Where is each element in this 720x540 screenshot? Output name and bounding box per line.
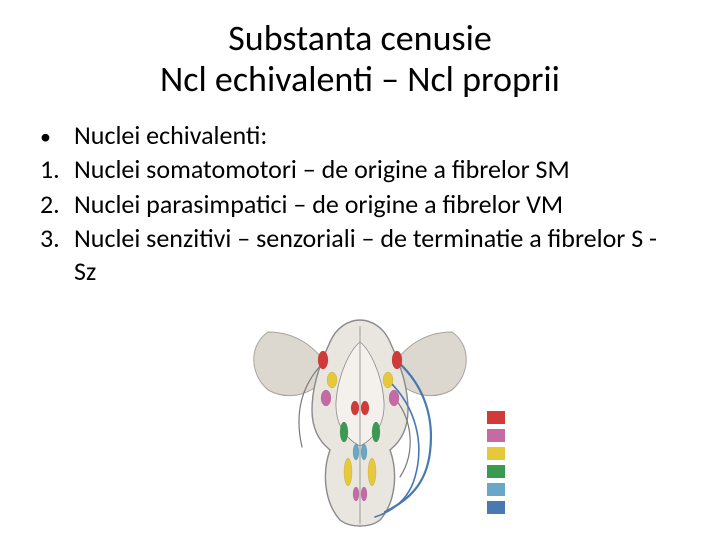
bullet-heading-text: Nuclei echivalenti: <box>74 119 680 152</box>
list-item-text: Nuclei senzitivi – senzoriali – de termi… <box>74 222 680 287</box>
brainstem-figure <box>215 302 505 532</box>
list-item-text: Nuclei parasimpatici – de origine a fibr… <box>74 188 680 221</box>
list-item-number: 3. <box>40 222 74 287</box>
slide-title: Substanta cenusie Ncl echivalenti – Ncl … <box>40 18 680 101</box>
legend-swatch <box>487 447 505 460</box>
legend-swatch <box>487 465 505 478</box>
legend-swatch <box>487 411 505 424</box>
numbered-list: 1.Nuclei somatomotori – de origine a fib… <box>40 153 680 287</box>
list-item: 2.Nuclei parasimpatici – de origine a fi… <box>40 188 680 221</box>
bullet-heading-row: Nuclei echivalenti: <box>40 119 680 152</box>
list-item: 3.Nuclei senzitivi – senzoriali – de ter… <box>40 222 680 287</box>
legend-swatch <box>487 429 505 442</box>
legend-swatch <box>487 483 505 496</box>
bullet-dot-icon <box>40 119 74 152</box>
color-legend <box>487 411 505 514</box>
title-line-2: Ncl echivalenti – Ncl proprii <box>160 57 560 101</box>
list-item-number: 1. <box>40 153 74 186</box>
slide: Substanta cenusie Ncl echivalenti – Ncl … <box>0 0 720 540</box>
list-item-number: 2. <box>40 188 74 221</box>
list-item-text: Nuclei somatomotori – de origine a fibre… <box>74 153 680 186</box>
legend-swatch <box>487 501 505 514</box>
list-item: 1.Nuclei somatomotori – de origine a fib… <box>40 153 680 186</box>
brainstem-svg <box>215 302 505 532</box>
slide-body: Nuclei echivalenti: 1.Nuclei somatomotor… <box>40 119 680 288</box>
title-line-1: Substanta cenusie <box>228 16 492 60</box>
